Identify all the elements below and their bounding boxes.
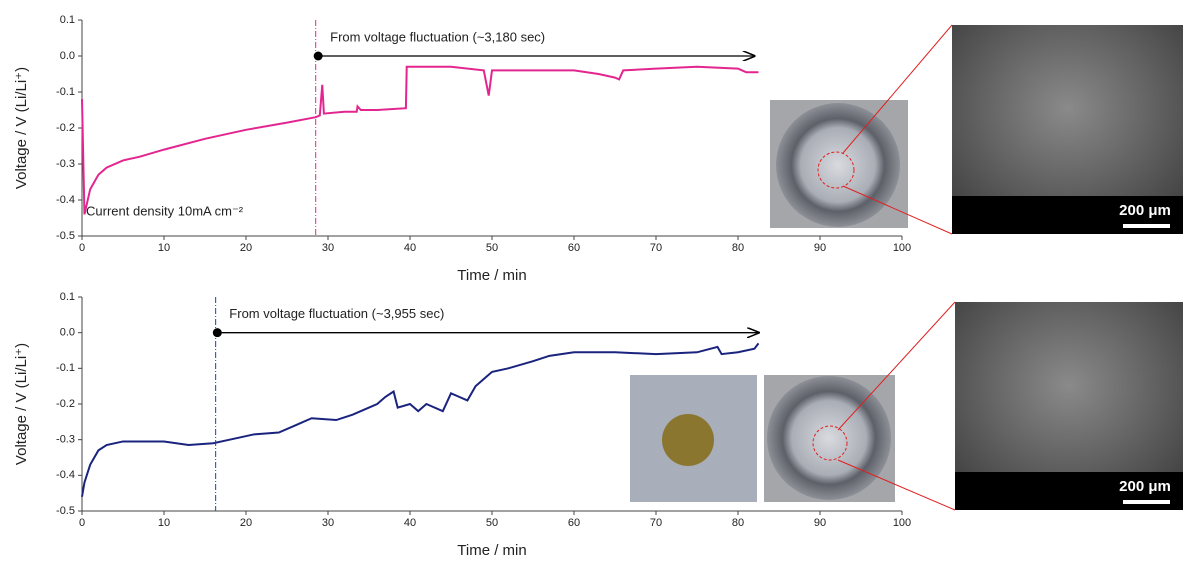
x-tick-label: 40	[404, 517, 416, 529]
x-tick-label: 0	[79, 517, 85, 529]
photo-group-top: 200 μm	[770, 24, 1183, 235]
y-tick-label: -0.1	[56, 86, 75, 98]
data-line	[81, 65, 759, 215]
y-tick-label: -0.1	[56, 362, 75, 374]
x-tick-label: 70	[650, 517, 662, 529]
highlight-circle	[812, 425, 848, 461]
y-tick-label: -0.2	[56, 122, 75, 134]
y-tick-label: -0.5	[56, 505, 75, 517]
annotation-text: From voltage fluctuation (~3,955 sec)	[229, 306, 444, 321]
x-tick-label: 20	[240, 517, 252, 529]
y-tick-label: -0.4	[56, 194, 75, 206]
data-line	[81, 342, 760, 497]
y-tick-label: 0.1	[60, 14, 75, 26]
y-tick-label: -0.3	[56, 434, 75, 446]
x-tick-label: 70	[650, 242, 662, 254]
x-tick-label: 50	[486, 242, 498, 254]
x-tick-label: 40	[404, 242, 416, 254]
y-tick-label: -0.4	[56, 469, 75, 481]
x-tick-label: 10	[158, 242, 170, 254]
y-axis-label: Voltage / V (Li/Li⁺)	[13, 67, 30, 189]
zoom-line	[842, 185, 953, 235]
y-tick-label: -0.2	[56, 398, 75, 410]
annotation-dot	[313, 51, 323, 61]
x-axis-label: Time / min	[457, 267, 526, 284]
y-tick-label: -0.3	[56, 158, 75, 170]
scale-label: 200 μm	[1119, 478, 1171, 495]
y-tick-label: 0.0	[60, 50, 75, 62]
x-tick-label: 100	[893, 242, 911, 254]
x-tick-label: 0	[79, 242, 85, 254]
zoom-line	[842, 24, 953, 154]
x-tick-label: 30	[322, 242, 334, 254]
x-tick-label: 80	[732, 242, 744, 254]
annotation-text: From voltage fluctuation (~3,180 sec)	[330, 29, 545, 44]
x-tick-label: 90	[814, 517, 826, 529]
x-tick-label: 20	[240, 242, 252, 254]
annotation-dot	[212, 328, 222, 338]
y-tick-label: 0.0	[60, 327, 75, 339]
x-tick-label: 100	[893, 517, 911, 529]
x-axis-label: Time / min	[457, 542, 526, 559]
x-tick-label: 60	[568, 242, 580, 254]
x-tick-label: 60	[568, 517, 580, 529]
y-tick-label: -0.5	[56, 230, 75, 242]
x-tick-label: 30	[322, 517, 334, 529]
y-axis-label: Voltage / V (Li/Li⁺)	[13, 343, 30, 465]
coin	[767, 376, 891, 500]
y-tick-label: 0.1	[60, 291, 75, 303]
x-tick-label: 80	[732, 517, 744, 529]
highlight-circle	[817, 151, 855, 189]
zoom-line	[837, 459, 956, 511]
note-text: Current density 10mA cm⁻²	[86, 203, 244, 218]
x-tick-label: 50	[486, 517, 498, 529]
photo-group-bottom: 200 μm	[630, 301, 1183, 511]
gold-disc	[662, 414, 714, 466]
zoom-line	[837, 301, 956, 431]
x-tick-label: 90	[814, 242, 826, 254]
x-tick-label: 10	[158, 517, 170, 529]
coin	[776, 103, 900, 227]
scale-label: 200 μm	[1119, 202, 1171, 219]
